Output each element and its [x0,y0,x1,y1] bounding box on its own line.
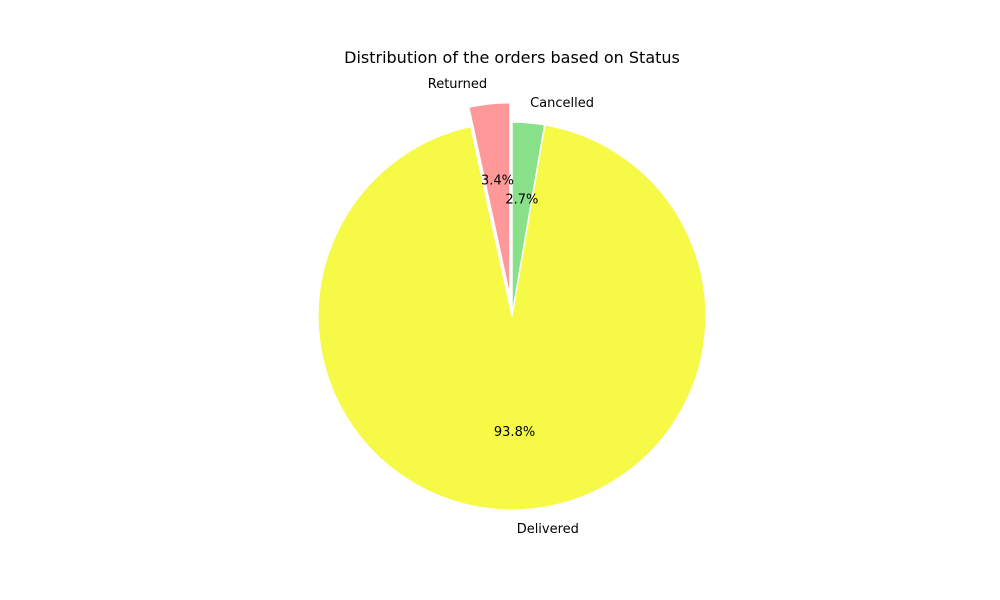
pct-label-delivered: 93.8% [494,425,535,440]
slice-label-returned: Returned [428,77,487,92]
pct-label-cancelled: 2.7% [505,193,538,208]
slice-label-delivered: Delivered [517,522,579,537]
chart-title: Distribution of the orders based on Stat… [344,48,680,67]
slices-layer [317,101,707,511]
slice-label-cancelled: Cancelled [530,96,594,111]
pct-label-returned: 3.4% [481,173,514,188]
pie-slice-delivered [317,124,707,511]
pie-slice-returned [468,101,511,298]
labels-layer: Cancelled 2.7% Delivered 93.8% Returned 3.4% [428,77,594,537]
